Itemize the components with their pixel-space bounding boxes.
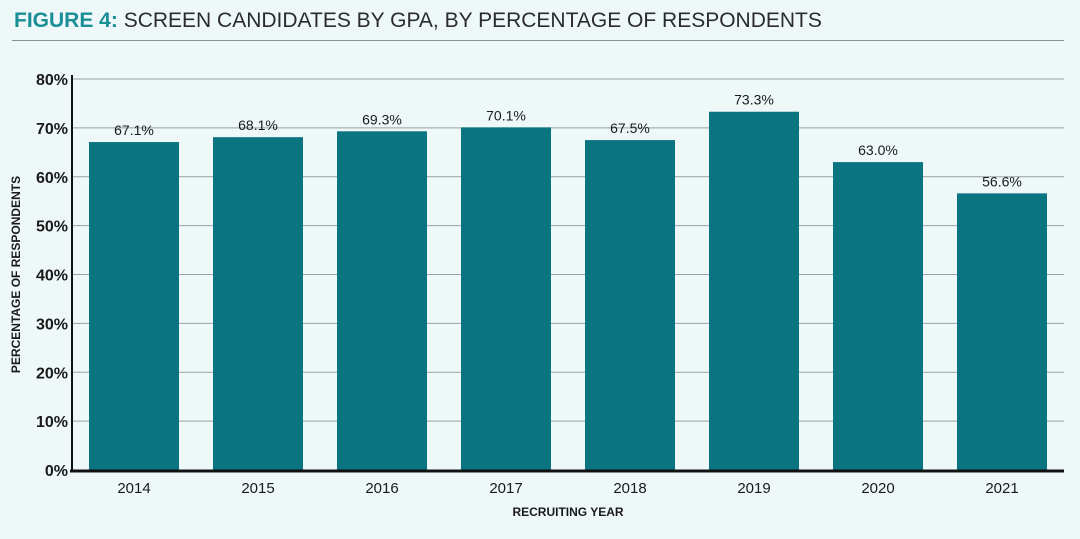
data-label: 67.5% [610, 120, 650, 136]
y-tick-label: 50% [36, 219, 68, 236]
x-axis-ticks: 2014 2015 2016 2017 2018 2019 2020 2021 [117, 480, 1018, 497]
x-tick-label: 2017 [489, 480, 522, 497]
bar-2018 [585, 140, 675, 470]
x-tick-label: 2016 [365, 480, 398, 497]
title-divider [12, 40, 1064, 41]
figure-title-text: SCREEN CANDIDATES BY GPA, BY PERCENTAGE … [123, 9, 822, 32]
bars [89, 111, 1047, 470]
y-tick-label: 10% [36, 414, 68, 431]
data-label: 68.1% [238, 117, 278, 133]
data-label: 63.0% [858, 142, 898, 158]
data-labels: 67.1% 68.1% 69.3% 70.1% 67.5% 73.3% 63.0% 56.6% [114, 92, 1022, 190]
bar-2020 [833, 162, 923, 470]
x-tick-label: 2018 [613, 480, 646, 497]
y-axis-ticks: 0% 10% 20% 30% 40% 50% 60% 70% 80% [36, 72, 68, 480]
data-label: 73.3% [734, 92, 774, 108]
figure-label: FIGURE 4: [14, 9, 118, 32]
y-tick-label: 80% [36, 72, 68, 89]
y-tick-label: 60% [36, 170, 68, 187]
x-tick-label: 2015 [241, 480, 274, 497]
y-tick-label: 30% [36, 316, 68, 333]
bar-2019 [709, 111, 799, 470]
y-axis-title: PERCENTAGE OF RESPONDENTS [9, 176, 23, 373]
x-tick-label: 2021 [985, 480, 1018, 497]
x-tick-label: 2019 [737, 480, 770, 497]
data-label: 56.6% [982, 173, 1022, 189]
x-tick-label: 2014 [117, 480, 150, 497]
bar-2016 [337, 131, 427, 470]
bar-2017 [461, 127, 551, 470]
bar-2021 [957, 193, 1047, 470]
y-tick-label: 70% [36, 121, 68, 138]
figure-title: FIGURE 4: SCREEN CANDIDATES BY GPA, BY P… [14, 9, 822, 33]
y-tick-label: 40% [36, 268, 68, 285]
data-label: 70.1% [486, 107, 526, 123]
data-label: 69.3% [362, 111, 402, 127]
y-tick-label: 20% [36, 365, 68, 382]
bar-2014 [89, 142, 179, 470]
x-axis-title: RECRUITING YEAR [512, 505, 623, 519]
x-tick-label: 2020 [861, 480, 894, 497]
data-label: 67.1% [114, 122, 154, 138]
bar-2015 [213, 137, 303, 470]
y-tick-label: 0% [45, 463, 68, 480]
